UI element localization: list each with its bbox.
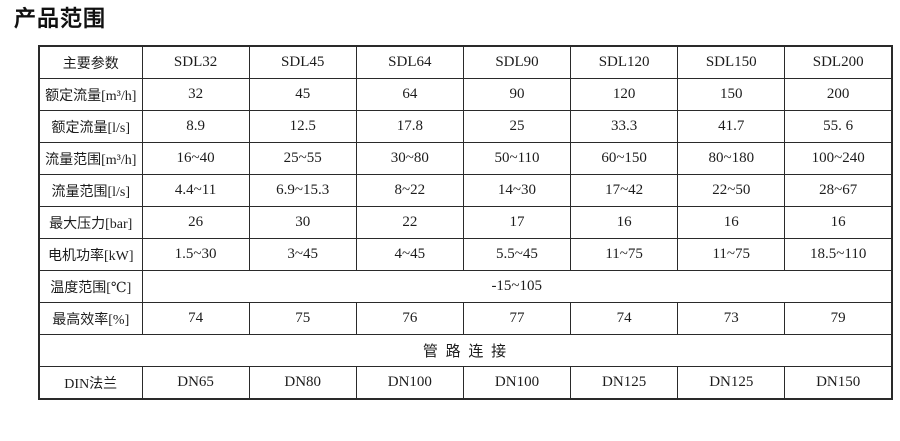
value-cell: 100~240 xyxy=(784,142,893,175)
row-label: 最高效率[%] xyxy=(38,302,143,335)
table-row-temperature-range: 温度范围[℃] -15~105 xyxy=(38,270,893,303)
value-cell: 16 xyxy=(784,206,893,239)
value-cell: 80~180 xyxy=(677,142,786,175)
value-cell: 16~40 xyxy=(141,142,250,175)
value-cell: DN100 xyxy=(355,366,464,400)
value-cell: 22~50 xyxy=(677,174,786,207)
header-cell-sdl200: SDL200 xyxy=(784,45,893,79)
value-cell: 11~75 xyxy=(677,238,786,271)
value-cell: 77 xyxy=(462,302,572,335)
value-cell: 74 xyxy=(570,302,679,335)
value-cell: 4.4~11 xyxy=(141,174,250,207)
value-cell: 4~45 xyxy=(355,238,464,271)
value-cell: 75 xyxy=(248,302,357,335)
row-label: 电机功率[kW] xyxy=(38,238,143,271)
value-cell: 26 xyxy=(141,206,250,239)
value-cell: 45 xyxy=(248,78,357,111)
row-label: 额定流量[m³/h] xyxy=(38,78,143,111)
header-cell-sdl120: SDL120 xyxy=(570,45,679,79)
table-row-max-efficiency: 最高效率[%] 74 75 76 77 74 73 79 xyxy=(38,302,893,335)
row-label: 额定流量[l/s] xyxy=(38,110,143,143)
table-row-rated-flow-ls: 额定流量[l/s] 8.9 12.5 17.8 25 33.3 41.7 55.… xyxy=(38,110,893,143)
value-cell: 32 xyxy=(141,78,250,111)
value-cell: 3~45 xyxy=(248,238,357,271)
value-cell: DN150 xyxy=(784,366,893,400)
page-title: 产品范围 xyxy=(14,7,107,32)
value-cell: DN65 xyxy=(141,366,250,400)
value-cell: 79 xyxy=(784,302,893,335)
value-cell: 16 xyxy=(570,206,679,239)
row-label: 最大压力[bar] xyxy=(38,206,143,239)
row-label: 流量范围[m³/h] xyxy=(38,142,143,175)
value-cell: DN125 xyxy=(570,366,679,400)
value-cell: 74 xyxy=(141,302,250,335)
value-cell: 18.5~110 xyxy=(784,238,893,271)
header-cell-sdl150: SDL150 xyxy=(677,45,786,79)
value-cell: 17.8 xyxy=(355,110,464,143)
value-cell: 22 xyxy=(355,206,464,239)
header-row: 主要参数 SDL32 SDL45 SDL64 SDL90 SDL120 SDL1… xyxy=(38,45,893,79)
value-cell: 12.5 xyxy=(248,110,357,143)
value-cell: 60~150 xyxy=(570,142,679,175)
row-label: 温度范围[℃] xyxy=(38,270,143,303)
table-row-rated-flow-m3h: 额定流量[m³/h] 32 45 64 90 120 150 200 xyxy=(38,78,893,111)
value-cell: 41.7 xyxy=(677,110,786,143)
value-cell: 33.3 xyxy=(570,110,679,143)
value-cell: 90 xyxy=(462,78,572,111)
header-cell-sdl45: SDL45 xyxy=(248,45,357,79)
merged-value-cell: -15~105 xyxy=(141,270,893,303)
value-cell: 14~30 xyxy=(462,174,572,207)
value-cell: 17 xyxy=(462,206,572,239)
value-cell: 25 xyxy=(462,110,572,143)
value-cell: 25~55 xyxy=(248,142,357,175)
value-cell: 30 xyxy=(248,206,357,239)
value-cell: 30~80 xyxy=(355,142,464,175)
table-row-din-flange: DIN法兰 DN65 DN80 DN100 DN100 DN125 DN125 … xyxy=(38,366,893,400)
section-row-pipe-connection: 管 路 连 接 xyxy=(38,334,893,367)
row-label: DIN法兰 xyxy=(38,366,143,400)
value-cell: 1.5~30 xyxy=(141,238,250,271)
value-cell: 120 xyxy=(570,78,679,111)
value-cell: DN125 xyxy=(677,366,786,400)
value-cell: DN80 xyxy=(248,366,357,400)
value-cell: 28~67 xyxy=(784,174,893,207)
table-row-max-pressure: 最大压力[bar] 26 30 22 17 16 16 16 xyxy=(38,206,893,239)
table-row-flow-range-ls: 流量范围[l/s] 4.4~11 6.9~15.3 8~22 14~30 17~… xyxy=(38,174,893,207)
value-cell: 200 xyxy=(784,78,893,111)
header-cell-params: 主要参数 xyxy=(38,45,143,79)
header-cell-sdl32: SDL32 xyxy=(141,45,250,79)
header-cell-sdl90: SDL90 xyxy=(462,45,572,79)
value-cell: 5.5~45 xyxy=(462,238,572,271)
value-cell: DN100 xyxy=(462,366,572,400)
value-cell: 76 xyxy=(355,302,464,335)
row-label: 流量范围[l/s] xyxy=(38,174,143,207)
table-row-motor-power: 电机功率[kW] 1.5~30 3~45 4~45 5.5~45 11~75 1… xyxy=(38,238,893,271)
value-cell: 64 xyxy=(355,78,464,111)
table-row-flow-range-m3h: 流量范围[m³/h] 16~40 25~55 30~80 50~110 60~1… xyxy=(38,142,893,175)
value-cell: 8.9 xyxy=(141,110,250,143)
value-cell: 16 xyxy=(677,206,786,239)
value-cell: 50~110 xyxy=(462,142,572,175)
value-cell: 73 xyxy=(677,302,786,335)
header-cell-sdl64: SDL64 xyxy=(355,45,464,79)
product-range-table: 主要参数 SDL32 SDL45 SDL64 SDL90 SDL120 SDL1… xyxy=(38,45,893,400)
value-cell: 6.9~15.3 xyxy=(248,174,357,207)
value-cell: 11~75 xyxy=(570,238,679,271)
value-cell: 150 xyxy=(677,78,786,111)
value-cell: 55. 6 xyxy=(784,110,893,143)
value-cell: 17~42 xyxy=(570,174,679,207)
section-title-cell: 管 路 连 接 xyxy=(38,334,893,367)
value-cell: 8~22 xyxy=(355,174,464,207)
